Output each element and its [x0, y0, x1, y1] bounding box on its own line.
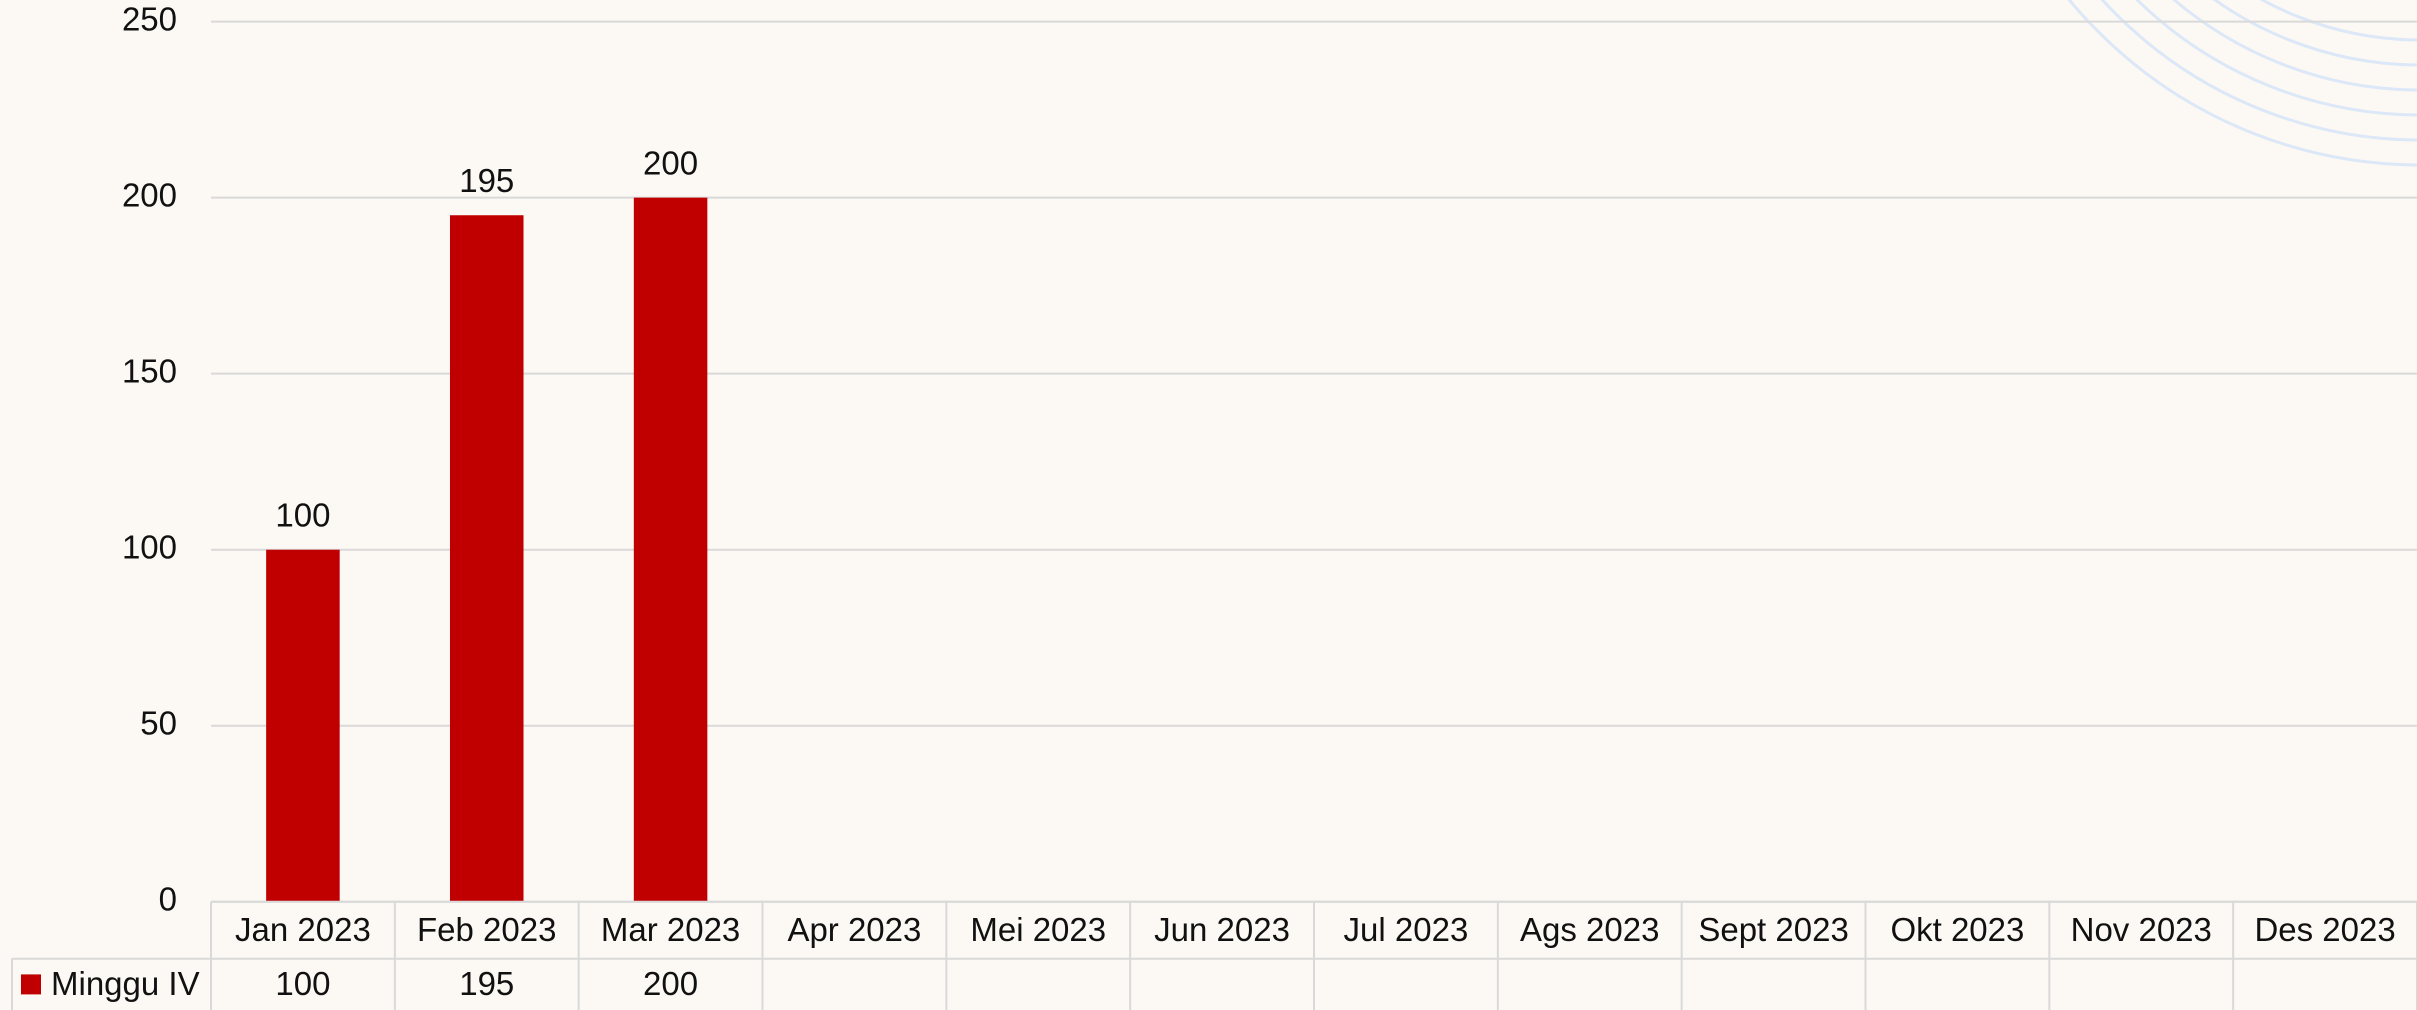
y-tick-label: 250 — [122, 0, 177, 37]
y-tick-label: 100 — [122, 528, 177, 565]
bar — [633, 197, 708, 902]
table-value: 195 — [459, 965, 514, 1002]
data-label: 195 — [459, 162, 514, 199]
x-tick-label: Okt 2023 — [1890, 911, 2024, 948]
y-tick-label: 150 — [122, 352, 177, 389]
bar — [449, 215, 524, 902]
data-label: 100 — [275, 496, 330, 533]
y-tick-label: 50 — [140, 704, 177, 741]
x-tick-label: Jan 2023 — [235, 911, 371, 948]
x-tick-label: Jun 2023 — [1154, 911, 1290, 948]
table-value: 100 — [275, 965, 330, 1002]
data-label: 200 — [643, 144, 698, 181]
x-tick-label: Ags 2023 — [1520, 911, 1659, 948]
x-tick-label: Mar 2023 — [601, 911, 740, 948]
x-tick-label: Des 2023 — [2254, 911, 2395, 948]
x-tick-label: Nov 2023 — [2071, 911, 2212, 948]
table-value: 200 — [643, 965, 698, 1002]
x-tick-label: Apr 2023 — [787, 911, 921, 948]
x-tick-label: Mei 2023 — [970, 911, 1106, 948]
bar — [266, 549, 340, 902]
legend-label: Minggu IV — [51, 965, 200, 1002]
y-tick-label: 0 — [159, 881, 177, 918]
x-tick-label: Feb 2023 — [417, 911, 556, 948]
decoration-arcs — [2067, 0, 2417, 167]
y-tick-label: 200 — [122, 176, 177, 213]
x-tick-label: Jul 2023 — [1344, 911, 1469, 948]
x-tick-label: Sept 2023 — [1698, 911, 1848, 948]
legend-swatch — [21, 974, 41, 995]
